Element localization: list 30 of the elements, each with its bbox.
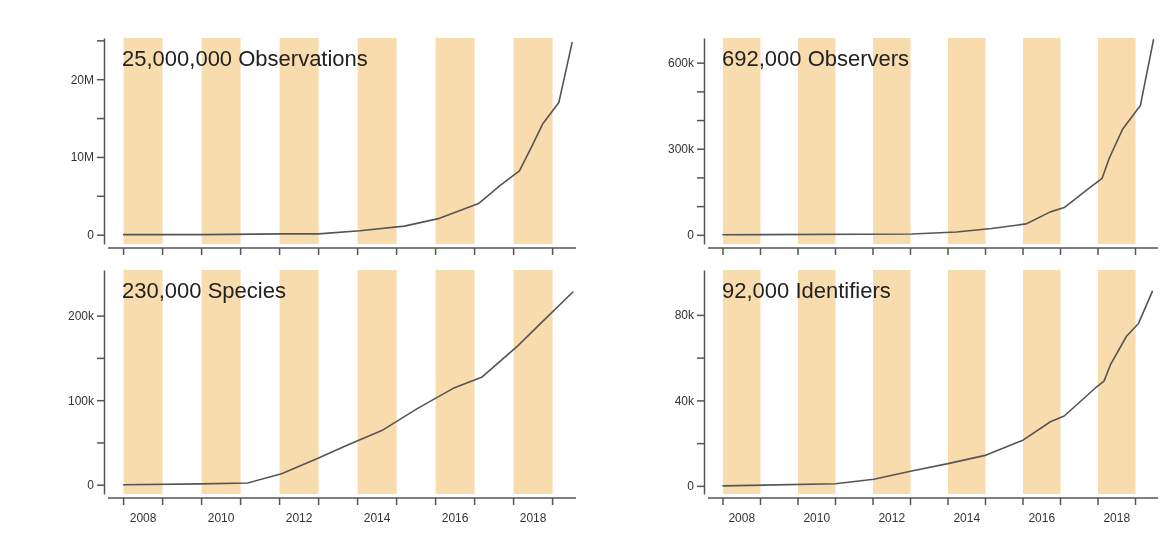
- annotation: 230,000 Species: [122, 278, 286, 303]
- y-tick-label: 600k: [667, 56, 695, 71]
- y-tick-label: 0: [87, 478, 95, 493]
- y-tick-label: 0: [87, 228, 95, 243]
- line-series: [122, 41, 573, 236]
- x-tick-label: 2016: [441, 511, 469, 525]
- y-tick-label: 80k: [674, 308, 695, 323]
- annotation: 692,000 Observers: [722, 46, 910, 71]
- y-tick-label: 10M: [70, 150, 94, 165]
- x-tick-label: 2018: [1103, 511, 1131, 525]
- x-tick-label: 2012: [285, 511, 313, 525]
- x-tick-label: 2008: [728, 511, 756, 525]
- x-tick-label: 2010: [207, 511, 235, 525]
- y-tick-label: 0: [687, 228, 695, 243]
- x-tick-label: 2018: [519, 511, 547, 525]
- x-tick-label: 2012: [878, 511, 906, 525]
- x-tick-label: 2014: [363, 511, 391, 525]
- x-tick-label: 2010: [803, 511, 831, 525]
- y-tick-label: 300k: [667, 142, 695, 157]
- y-tick-label: 100k: [67, 393, 95, 408]
- y-tick-label: 200k: [67, 308, 95, 323]
- x-tick-label: 2016: [1028, 511, 1056, 525]
- y-tick-label: 0: [687, 479, 695, 494]
- line-series: [722, 38, 1155, 236]
- annotation: 92,000 Identifiers: [722, 278, 891, 303]
- x-tick-label: 2008: [129, 511, 157, 525]
- annotation: 25,000,000 Observations: [122, 46, 368, 71]
- y-tick-label: 20M: [70, 72, 94, 87]
- y-tick-label: 40k: [674, 393, 695, 408]
- x-tick-label: 2014: [953, 511, 981, 525]
